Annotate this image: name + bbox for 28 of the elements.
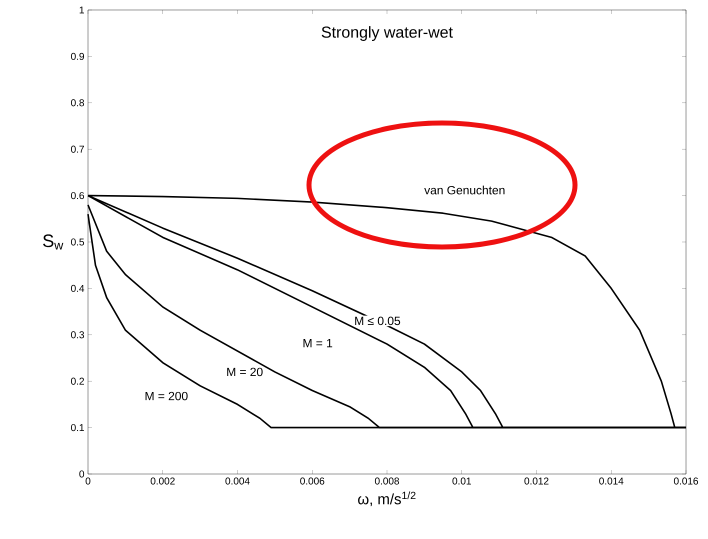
- x-tick-label: 0.016: [674, 478, 698, 485]
- x-tick-label: 0.014: [599, 478, 624, 485]
- annotation: M = 200: [146, 392, 188, 400]
- text: Strongly water-wet: [322, 26, 453, 41]
- y-axis-title: S$_{w}$: [43, 234, 64, 250]
- y-tick-label: 1: [80, 6, 84, 14]
- x-axis-title: ω, m/s$^{1/2}$: [358, 491, 416, 506]
- y-tick-label: 0.4: [71, 284, 84, 292]
- y-tick-label: 0.9: [71, 52, 84, 60]
- x-tick-label: 0.012: [524, 478, 548, 485]
- annotation: M = 1: [304, 339, 332, 348]
- x-tick-label: 0.006: [300, 478, 324, 485]
- annotation: van Genuchten: [424, 186, 504, 194]
- annotation: M ≤ 0.05: [355, 316, 400, 326]
- y-tick-label: 0.3: [71, 331, 84, 338]
- y-tick-label: 0.2: [71, 378, 84, 385]
- x-tick-label: 0.01: [452, 478, 471, 485]
- y-tick-label: 0.7: [71, 146, 84, 153]
- y-tick-label: 0.5: [71, 238, 84, 246]
- x-tick-label: 0: [86, 478, 90, 485]
- y-tick-label: 0.8: [71, 99, 84, 106]
- x-tick-label: 0.008: [374, 478, 400, 485]
- y-tick-label: 0.6: [71, 192, 84, 200]
- y-tick-label: 0.1: [71, 424, 84, 432]
- y-tick-label: 0: [79, 470, 84, 478]
- annotation: M = 20: [227, 368, 263, 376]
- x-tick-label: 0.004: [225, 478, 250, 485]
- x-tick-label: 0.002: [150, 478, 175, 485]
